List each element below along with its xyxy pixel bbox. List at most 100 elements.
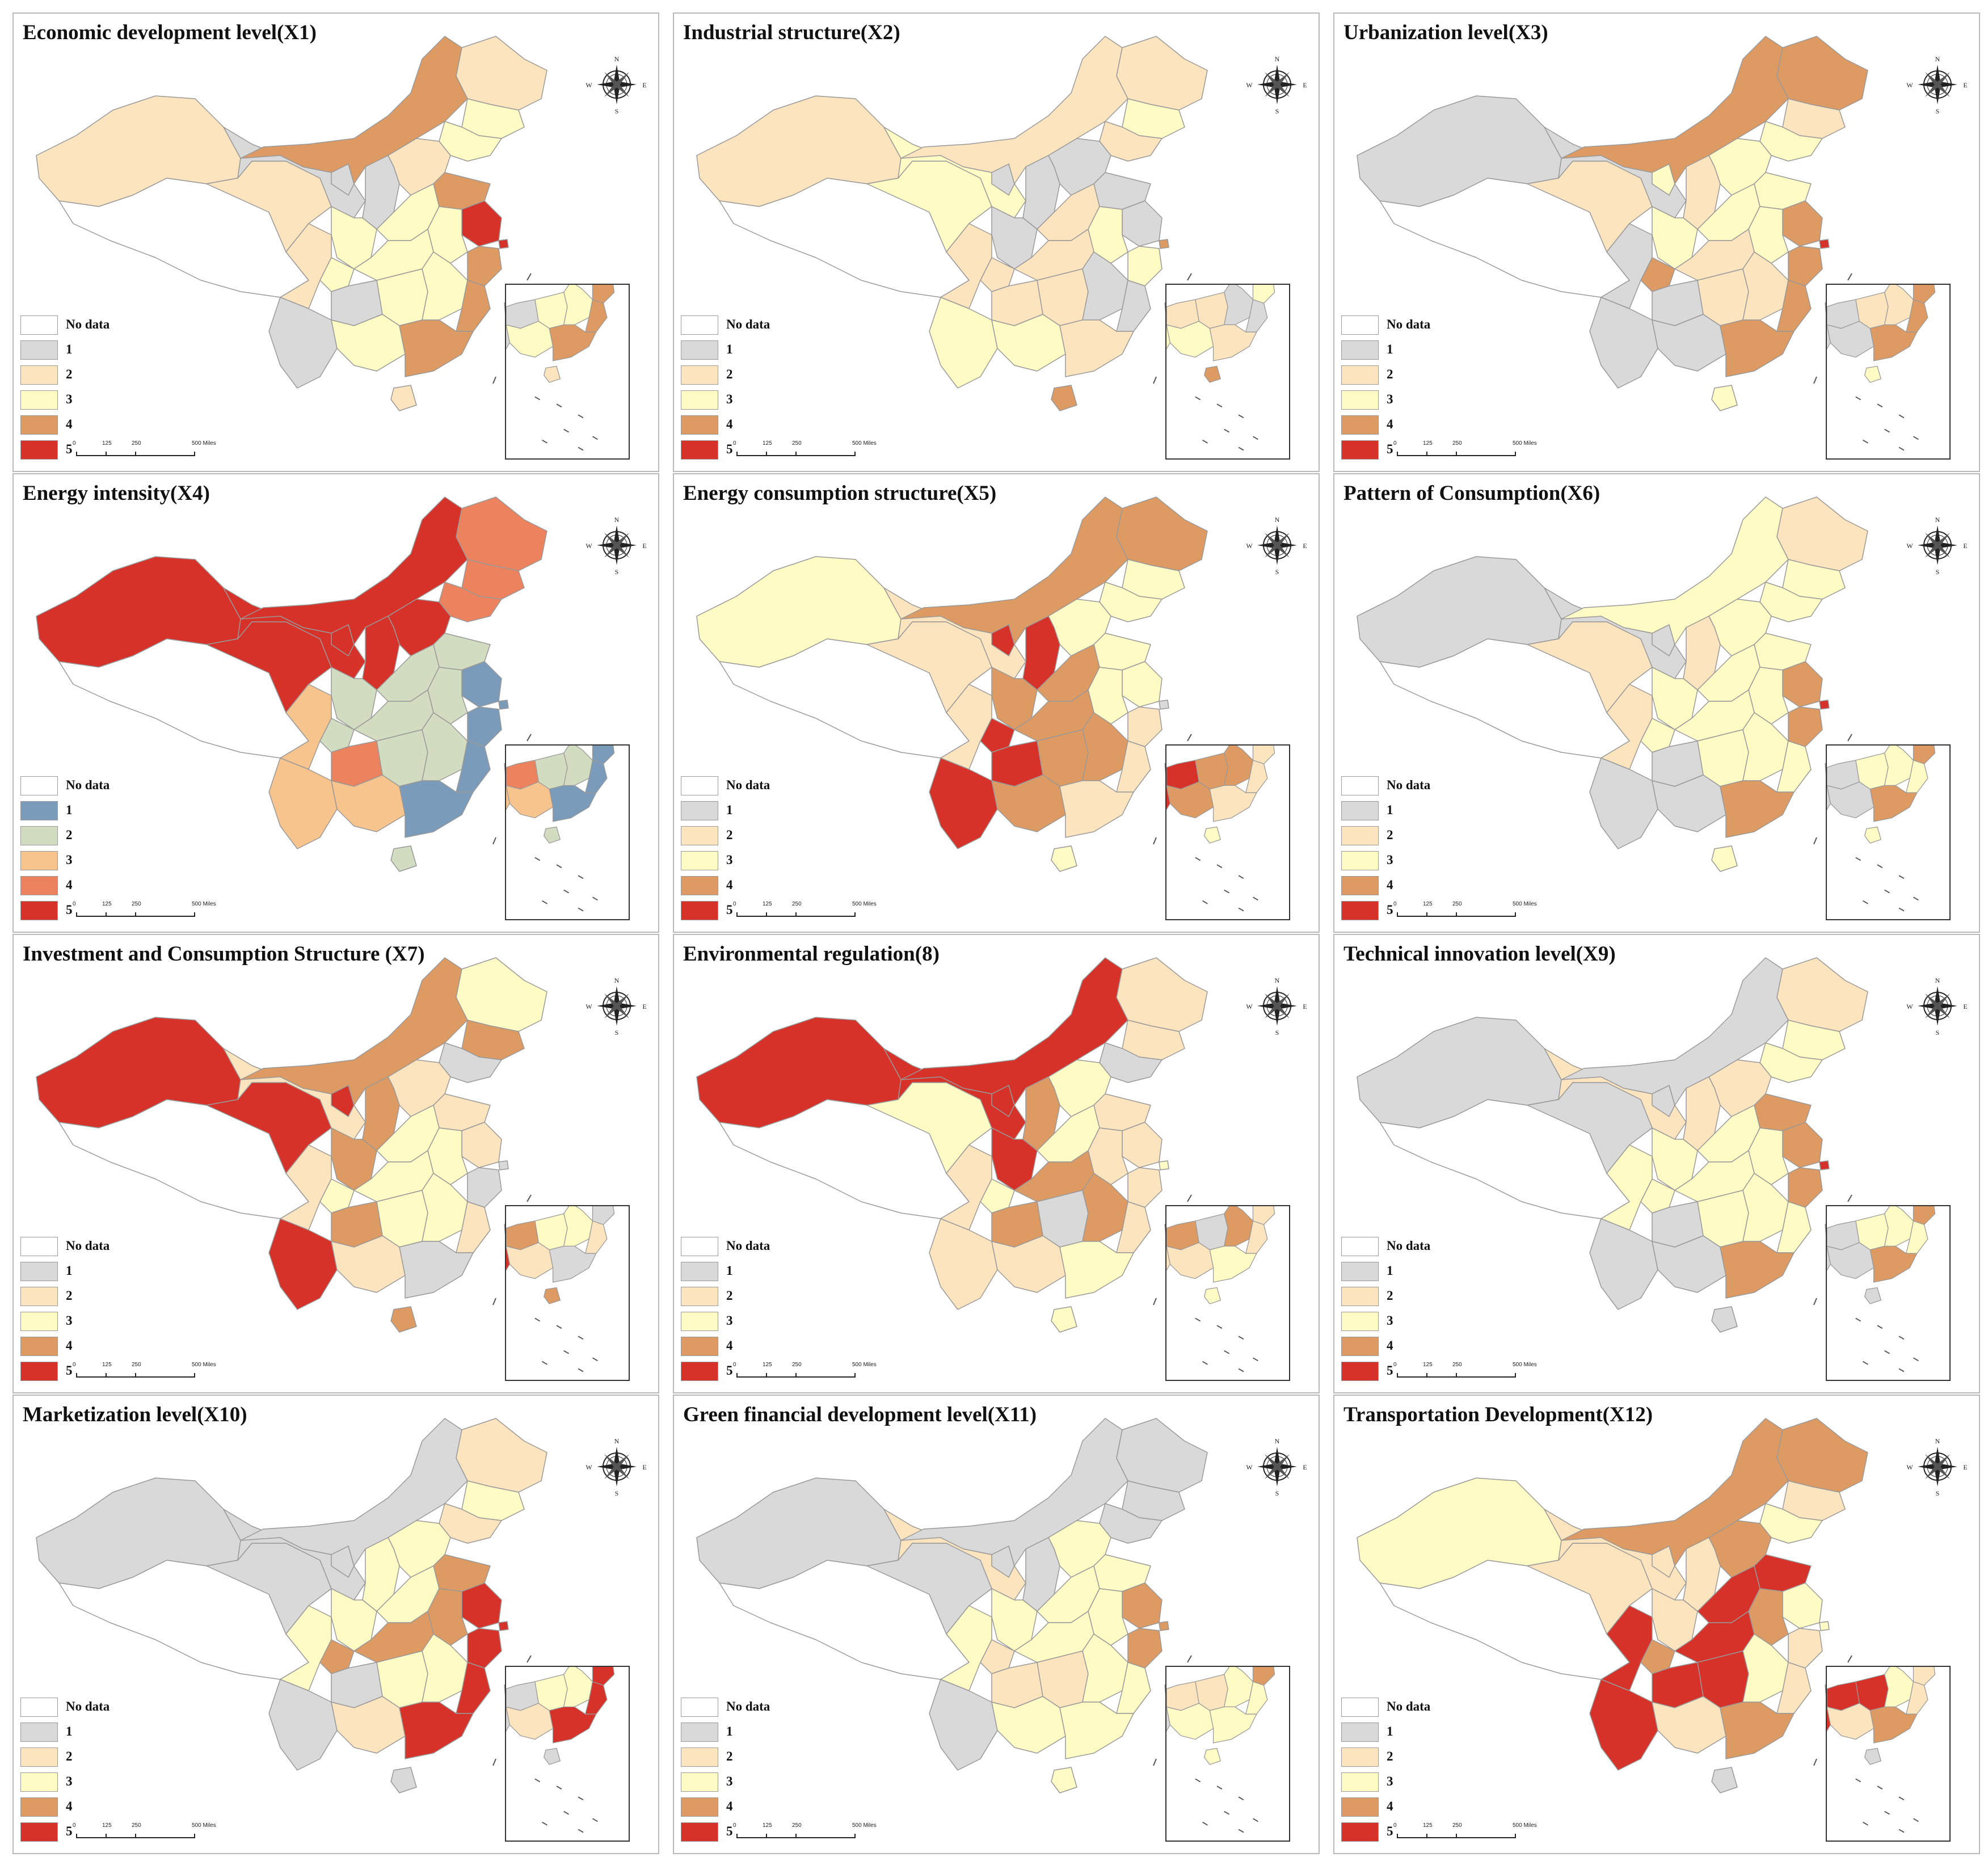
scale-bar: 0 125 250 500 Miles bbox=[733, 440, 877, 460]
province-jx bbox=[422, 251, 468, 321]
scale-number: 0 bbox=[73, 1822, 76, 1829]
scale-number: 250 bbox=[792, 1822, 802, 1829]
compass-south-label: S bbox=[1275, 568, 1279, 576]
compass-east-label: E bbox=[642, 1463, 646, 1471]
province-sc bbox=[940, 684, 992, 770]
inset-province-zj bbox=[1252, 285, 1275, 304]
scale-tick bbox=[1515, 912, 1516, 917]
province-hlj bbox=[456, 496, 547, 571]
scale-bar: 0 125 250 500 Miles bbox=[73, 901, 216, 920]
inset-province-hun bbox=[1195, 1213, 1228, 1250]
south-china-sea-inset bbox=[505, 744, 630, 920]
scale-tick bbox=[1515, 452, 1516, 456]
legend-swatch bbox=[1341, 415, 1379, 435]
province-js bbox=[1122, 1582, 1163, 1629]
map-panel: Marketization level(X10) N S E W No data 1 2 3 4 5… bbox=[12, 1395, 659, 1854]
scale-number: 125 bbox=[102, 1822, 112, 1829]
compass-west-label: W bbox=[586, 1003, 592, 1010]
province-zj bbox=[1788, 1628, 1823, 1669]
province-zj bbox=[1127, 1167, 1163, 1208]
inset-map bbox=[1166, 1206, 1275, 1372]
inset-island-mark bbox=[1863, 1821, 1868, 1826]
province-zj bbox=[1788, 1167, 1823, 1208]
china-map bbox=[36, 496, 547, 872]
map-title: Technical innovation level(X9) bbox=[1343, 942, 1616, 966]
compass-south-label: S bbox=[615, 568, 619, 576]
inset-province-yn bbox=[506, 1245, 511, 1271]
inset-island-mark bbox=[1224, 889, 1230, 894]
china-map bbox=[1357, 36, 1868, 411]
island-mark bbox=[1187, 273, 1192, 281]
legend-swatch bbox=[681, 851, 718, 870]
scale-number: 250 bbox=[132, 901, 141, 907]
inset-island-mark bbox=[534, 1317, 541, 1322]
inset-province-hi bbox=[544, 1287, 561, 1304]
legend-label: 3 bbox=[726, 853, 733, 867]
province-zj bbox=[467, 706, 502, 747]
island-mark bbox=[1813, 837, 1817, 845]
province-sh bbox=[1159, 700, 1169, 710]
scale-tick bbox=[854, 1834, 856, 1838]
legend-swatch bbox=[681, 390, 718, 410]
inset-island-mark bbox=[1238, 1368, 1244, 1372]
inset-province-jx bbox=[563, 1206, 593, 1247]
province-yn bbox=[268, 1218, 338, 1310]
china-map bbox=[1357, 957, 1868, 1333]
legend-swatch bbox=[20, 1797, 58, 1817]
inset-island-mark bbox=[542, 1361, 547, 1365]
scale-number: 500 Miles bbox=[852, 1822, 877, 1829]
legend-label: 5 bbox=[726, 903, 733, 917]
scale-number: 500 Miles bbox=[852, 901, 877, 907]
scale-tick bbox=[1397, 1834, 1398, 1838]
compass-rose-icon: N S E W bbox=[586, 1437, 646, 1497]
scale-tick bbox=[1426, 912, 1427, 917]
inset-province-hun bbox=[1855, 1674, 1889, 1711]
legend-swatch bbox=[681, 315, 718, 335]
province-zj bbox=[1127, 1628, 1163, 1669]
island-mark bbox=[1813, 1758, 1817, 1766]
inset-island-mark bbox=[1898, 1336, 1905, 1340]
inset-map bbox=[1827, 285, 1936, 451]
province-js bbox=[1122, 1122, 1163, 1168]
province-gx bbox=[331, 1696, 406, 1754]
scale-number: 500 Miles bbox=[192, 440, 216, 447]
legend-label: 3 bbox=[1387, 1774, 1393, 1788]
inset-province-gz bbox=[506, 1681, 539, 1711]
inset-island-mark bbox=[563, 1810, 570, 1815]
legend-label: 1 bbox=[1387, 1264, 1393, 1278]
legend-label: 5 bbox=[1387, 442, 1393, 456]
province-sh bbox=[498, 1160, 509, 1170]
legend-label: No data bbox=[1387, 1699, 1431, 1713]
compass-rose-icon: N S E W bbox=[1906, 1437, 1967, 1497]
province-hlj bbox=[1116, 1418, 1208, 1493]
inset-island-mark bbox=[542, 900, 547, 904]
inset-map bbox=[1166, 746, 1275, 912]
south-china-sea-inset bbox=[505, 1205, 630, 1381]
legend-swatch bbox=[681, 1822, 718, 1842]
map-panel: Energy intensity(X4) N S E W No data 1 2 3 4 5 0 125… bbox=[12, 473, 659, 933]
scale-tick bbox=[194, 452, 195, 456]
inset-map bbox=[1827, 1206, 1936, 1372]
legend-label: No data bbox=[66, 1699, 110, 1713]
inset-island-mark bbox=[578, 1829, 584, 1833]
map-title: Pattern of Consumption(X6) bbox=[1343, 482, 1600, 505]
province-sc bbox=[1600, 223, 1653, 309]
province-zj bbox=[467, 1628, 502, 1669]
south-china-sea-inset bbox=[1165, 284, 1290, 460]
compass-rose-icon: N S E W bbox=[586, 516, 646, 576]
province-gx bbox=[331, 774, 406, 832]
legend-swatch bbox=[20, 1237, 58, 1256]
compass-rose-icon: N S E W bbox=[1246, 976, 1307, 1037]
island-mark bbox=[492, 376, 496, 384]
scale-tick bbox=[76, 1834, 77, 1838]
legend-label: 5 bbox=[1387, 903, 1393, 917]
legend-label: 4 bbox=[1387, 417, 1393, 431]
compass-east-label: E bbox=[1303, 1003, 1307, 1010]
inset-island-mark bbox=[1216, 864, 1223, 869]
island-mark bbox=[527, 273, 532, 281]
province-zj bbox=[1127, 706, 1163, 747]
legend-swatch bbox=[1341, 1723, 1379, 1742]
inset-province-jx bbox=[1223, 1206, 1254, 1247]
legend-swatch bbox=[1341, 776, 1379, 795]
legend-swatch bbox=[1341, 315, 1379, 335]
